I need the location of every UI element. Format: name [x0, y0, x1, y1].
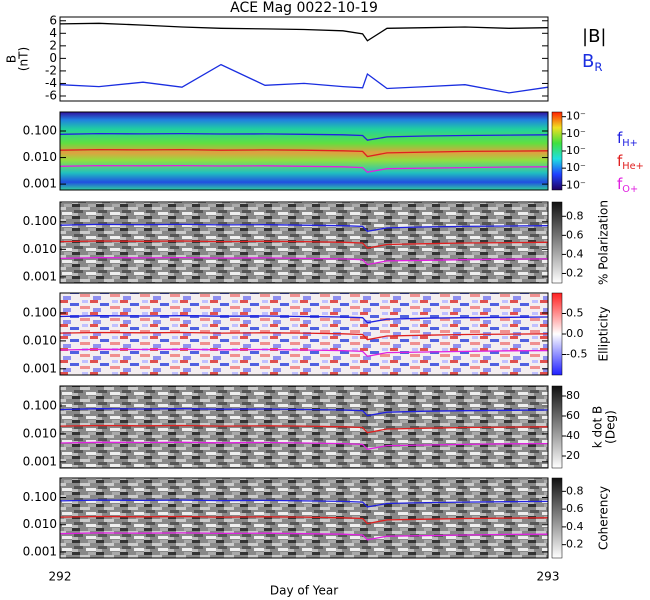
colorbar-label: k dot B: [591, 406, 605, 448]
colorbar-tick-label: 0.4: [566, 520, 584, 533]
y-tick-label: 0.100: [23, 214, 57, 228]
y-tick-label: -4: [45, 76, 57, 90]
y-tick-label: 2: [49, 38, 57, 52]
y-tick-label: 0.010: [23, 150, 57, 164]
y-tick-label: 0.010: [23, 333, 57, 347]
panel-frame: [59, 16, 549, 102]
legend-name: f: [617, 175, 623, 193]
colorbar: [551, 292, 563, 376]
series-line: [59, 63, 549, 94]
colorbar-tick-label: 0.0: [566, 327, 584, 340]
series-line: [59, 315, 549, 324]
colorbar-tick-label: 0.8: [566, 209, 584, 222]
series-line: [59, 256, 549, 266]
colorbar-label: Ellipticity: [597, 307, 611, 362]
colorbar-tick-label: 0.6: [566, 228, 584, 241]
series-line: [59, 240, 549, 249]
series-line: [59, 223, 549, 232]
colorbar: [551, 201, 563, 284]
y-tick-label: 0.001: [23, 544, 57, 558]
legend-name: |B|: [582, 26, 606, 47]
legend-entry: fO+: [617, 175, 638, 196]
colorbar-label: Coherency: [597, 486, 611, 550]
colorbar-tick-label: 0.6: [566, 502, 584, 515]
y-tick-label: 0.001: [23, 177, 57, 191]
series-line: [59, 515, 549, 525]
series-line: [59, 499, 549, 508]
series-line: [59, 22, 549, 42]
colorbar-tick-label: 0.4: [566, 247, 584, 260]
colorbar-tick-label: 0.8: [566, 484, 584, 497]
y-tick-label: 0.010: [23, 242, 57, 256]
series-line: [59, 532, 549, 541]
legend-subscript: O+: [622, 184, 638, 195]
colorbar-label: (Deg): [604, 410, 618, 444]
y-tick-label: 4: [49, 26, 57, 40]
y-axis-label: B: [5, 55, 19, 63]
colorbar-tick-label: 0.5: [566, 307, 584, 320]
y-tick-label: 0.010: [23, 426, 57, 440]
panel-frame: [59, 111, 549, 191]
series-line: [59, 424, 549, 434]
colorbar-tick-label: 60: [566, 409, 580, 422]
legend-entry: fHe+: [617, 152, 644, 173]
colorbar-tick-label: 10⁻: [566, 144, 586, 157]
legend-name: f: [617, 129, 623, 147]
colorbar: [551, 477, 563, 559]
legend-subscript: He+: [622, 161, 644, 172]
legend-name: B: [582, 51, 594, 72]
panel-frame: [59, 477, 549, 559]
colorbar-tick-label: 10⁻: [566, 178, 586, 191]
colorbar-label: % Polarization: [597, 200, 611, 285]
y-tick-label: -2: [45, 63, 57, 77]
legend-entry: BR: [582, 51, 602, 74]
y-tick-label: 6: [49, 13, 57, 27]
colorbar-tick-label: -0.5: [566, 348, 587, 361]
series-line: [59, 132, 549, 141]
x-tick-label: 292: [49, 570, 72, 584]
colorbar-tick-label: 10⁻: [566, 110, 586, 123]
series-line: [59, 331, 549, 341]
colorbar-tick-label: 0.2: [566, 538, 584, 551]
y-tick-label: 0.100: [23, 490, 57, 504]
panel-frame: [59, 292, 549, 376]
y-tick-label: 0.100: [23, 124, 57, 138]
colorbar: [551, 111, 563, 191]
legend-subscript: R: [594, 60, 602, 74]
y-tick-label: 0.100: [23, 305, 57, 319]
colorbar-tick-label: 0.2: [566, 266, 584, 279]
colorbar: [551, 385, 563, 469]
y-tick-label: -6: [45, 88, 57, 102]
series-line: [59, 148, 549, 158]
y-tick-label: 0.001: [23, 454, 57, 468]
y-tick-label: 0.010: [23, 517, 57, 531]
series-line: [59, 164, 549, 173]
colorbar-tick-label: 10⁻: [566, 127, 586, 140]
colorbar-tick-label: 10⁻: [566, 161, 586, 174]
colorbar-tick-label: 40: [566, 429, 580, 442]
y-axis-label: (nT): [17, 47, 31, 71]
legend-entry: fH+: [617, 129, 638, 150]
series-line: [59, 408, 549, 417]
series-line: [59, 441, 549, 451]
legend-subscript: H+: [622, 138, 638, 149]
panel-frame: [59, 201, 549, 284]
x-tick-label: 293: [537, 570, 560, 584]
colorbar-tick-label: 20: [566, 449, 580, 462]
legend-entry: |B|: [582, 26, 606, 47]
colorbar-tick-label: 80: [566, 389, 580, 402]
y-tick-label: 0.001: [23, 361, 57, 375]
panel-frame: [59, 385, 549, 469]
legend-name: f: [617, 152, 623, 170]
chart-title: ACE Mag 0022-10-19: [230, 0, 378, 16]
x-axis-label: Day of Year: [270, 584, 338, 598]
y-tick-label: 0: [49, 51, 57, 65]
y-tick-label: 0.100: [23, 398, 57, 412]
y-tick-label: 0.001: [23, 269, 57, 283]
series-line: [59, 348, 549, 358]
